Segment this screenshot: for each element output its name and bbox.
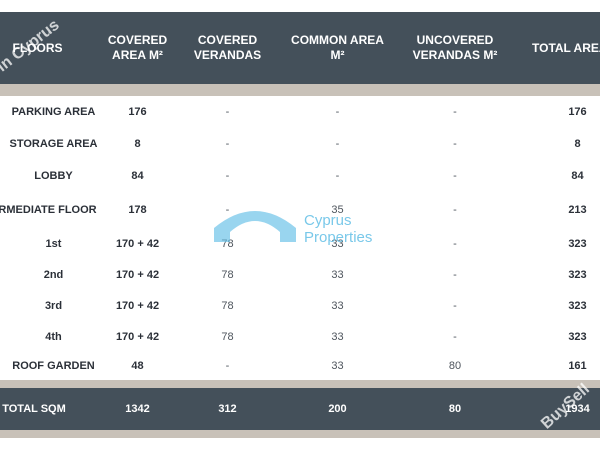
table-row: 2nd 170 + 42 78 33 - 323 (0, 260, 600, 291)
floor-cell: PARKING AREA (11, 106, 96, 118)
common-area-cell: - (335, 138, 340, 150)
footer-total-area: 1934 (565, 403, 590, 415)
table-footer-total: TOTAL SQM 1342 312 200 80 1934 (0, 388, 600, 430)
covered-area-cell: 8 (134, 138, 141, 150)
footer-separator-band (0, 380, 600, 388)
total-area-cell: 176 (568, 106, 587, 118)
footer-covered-area: 1342 (125, 403, 150, 415)
floor-cell: INTERMEDIATE FLOOR (0, 204, 97, 216)
covered-area-cell: 170 + 42 (115, 269, 160, 281)
covered-area-cell: 170 + 42 (115, 300, 160, 312)
table-row: INTERMEDIATE FLOOR 178 - 35 - 213 (0, 192, 600, 229)
table-row: ROOF GARDEN 48 - 33 80 161 (0, 352, 600, 380)
floor-cell: 3rd (44, 300, 63, 312)
footer-uncovered-verandas: 80 (448, 403, 462, 415)
covered-area-cell: 84 (131, 170, 144, 182)
table-row: STORAGE AREA 8 - - - 8 (0, 128, 600, 161)
table-row: 4th 170 + 42 78 33 - 323 (0, 322, 600, 353)
common-area-cell: 33 (331, 360, 344, 372)
common-area-cell: 33 (331, 238, 344, 250)
covered-verandas-cell: 78 (221, 300, 234, 312)
watermark-logo-line2: Properties (304, 229, 373, 246)
uncovered-verandas-cell: - (453, 269, 457, 281)
covered-verandas-cell: - (225, 138, 230, 150)
uncovered-verandas-cell: - (453, 331, 457, 343)
table-row: PARKING AREA 176 - - - 176 (0, 96, 600, 129)
uncovered-verandas-cell: 80 (448, 360, 462, 372)
footer-covered-verandas: 312 (218, 403, 237, 415)
header-total-area: TOTAL AREA (532, 40, 600, 55)
total-area-cell: 323 (568, 331, 587, 343)
floor-cell: STORAGE AREA (9, 138, 98, 150)
covered-verandas-cell: 78 (221, 331, 234, 343)
covered-area-cell: 170 + 42 (115, 238, 160, 250)
uncovered-verandas-cell: - (453, 238, 457, 250)
header-floors: FLOORS (12, 40, 63, 55)
table-row: LOBBY 84 - - - 84 (0, 160, 600, 193)
uncovered-verandas-cell: - (453, 106, 457, 118)
table-row: 1st 170 + 42 78 33 - 323 (0, 228, 600, 261)
covered-verandas-cell: - (225, 106, 230, 118)
common-area-cell: 33 (331, 269, 344, 281)
common-area-cell: 33 (331, 300, 344, 312)
footer-label: TOTAL SQM (2, 403, 66, 415)
floor-cell: ROOF GARDEN (12, 360, 95, 372)
total-area-cell: 323 (568, 238, 587, 250)
covered-area-cell: 48 (131, 360, 144, 372)
watermark-logo-line1: Cyprus (304, 212, 352, 229)
header-common-area: COMMON AREA M² (291, 33, 384, 62)
uncovered-verandas-cell: - (453, 204, 457, 216)
cyprus-properties-logo-icon (214, 211, 296, 242)
header-covered-area: COVERED AREA M² (107, 33, 168, 62)
floor-cell: LOBBY (34, 170, 73, 182)
total-area-cell: 8 (574, 138, 581, 150)
uncovered-verandas-cell: - (453, 300, 457, 312)
common-area-cell: - (335, 170, 340, 182)
total-area-cell: 323 (568, 269, 587, 281)
total-area-cell: 323 (568, 300, 587, 312)
footer-common-area: 200 (328, 403, 347, 415)
covered-area-cell: 178 (128, 204, 147, 216)
common-area-cell: 33 (331, 331, 344, 343)
header-uncovered-verandas: UNCOVERED VERANDAS M² (412, 33, 498, 62)
total-area-cell: 161 (568, 360, 587, 372)
floor-cell: 2nd (43, 269, 64, 281)
covered-verandas-cell: - (225, 360, 230, 372)
covered-verandas-cell: 78 (221, 269, 234, 281)
covered-verandas-cell: - (225, 170, 230, 182)
bottom-band (0, 430, 600, 438)
table-row: 3rd 170 + 42 78 33 - 323 (0, 290, 600, 323)
floor-cell: 4th (45, 331, 62, 343)
uncovered-verandas-cell: - (453, 170, 457, 182)
covered-area-cell: 176 (128, 106, 147, 118)
header-separator-band (0, 84, 600, 96)
table-header: FLOORS COVERED AREA M² COVERED VERANDAS … (0, 12, 600, 84)
covered-verandas-cell: - (225, 204, 230, 216)
common-area-cell: - (335, 106, 340, 118)
uncovered-verandas-cell: - (453, 138, 457, 150)
total-area-cell: 84 (571, 170, 584, 182)
floor-cell: 1st (45, 238, 62, 250)
header-covered-verandas: COVERED VERANDAS (193, 33, 262, 62)
covered-area-cell: 170 + 42 (115, 331, 160, 343)
common-area-cell: 35 (331, 204, 344, 216)
total-area-cell: 213 (568, 204, 587, 216)
